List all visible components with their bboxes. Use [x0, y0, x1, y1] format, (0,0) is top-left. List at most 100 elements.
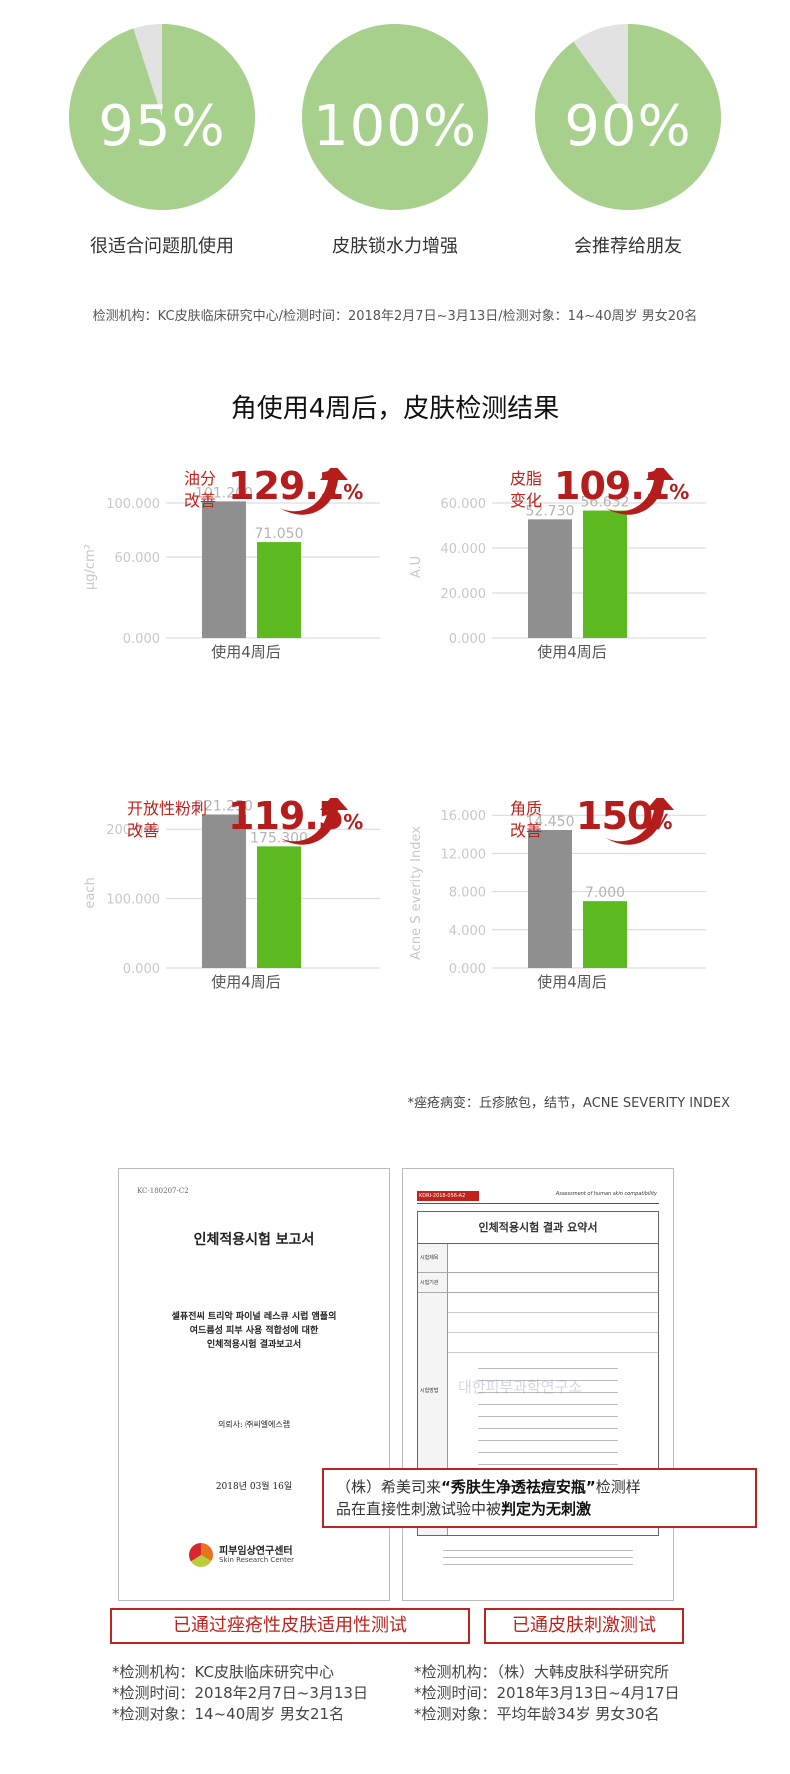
- report2-row-1: [418, 1272, 658, 1273]
- y-tick-label: 100.000: [106, 497, 160, 512]
- report1-subtitle-2: 여드름성 피부 사용 적합성에 대한: [189, 1326, 319, 1336]
- chart-comedone-percent-value: 119.5: [228, 794, 344, 838]
- report2-header-rule: [417, 1203, 659, 1204]
- info-right: *检测机构：（株）大韩皮肤科学研究所 *检测时间：2018年3月13日~4月17…: [414, 1662, 680, 1725]
- report-document-1: KC-180207-C2 인체적용시험 보고서 셀퓨전씨 트리악 파이널 레스큐…: [118, 1168, 390, 1601]
- bar-value-label: 56.632: [581, 495, 630, 511]
- y-tick-label: 60.000: [441, 497, 487, 512]
- report2-row-5: [448, 1352, 658, 1353]
- pie-slice: [68, 24, 255, 211]
- result-note-line2: 品在直接性刺激试验中被判定为无刺激: [336, 1498, 743, 1520]
- result-note-product: “秀肤生净透祛痘安瓶”: [441, 1478, 596, 1496]
- y-tick-label: 100.000: [106, 893, 160, 908]
- trend-arrow-icon: [606, 468, 674, 515]
- report1-date: 2018년 03월 16일: [215, 1482, 293, 1492]
- report2-row-3: [448, 1312, 658, 1313]
- pie-chart-1: [68, 24, 255, 211]
- tag-irritation-test: 已通皮肤刺激测试: [484, 1608, 684, 1644]
- report2-header-right: Assessment of human skin compatibility: [555, 1191, 657, 1197]
- chart-keratin-percent: 150%: [576, 794, 672, 838]
- info-right-line1: *检测机构：（株）大韩皮肤科学研究所: [414, 1663, 670, 1681]
- report1-code: KC-180207-C2: [137, 1187, 189, 1195]
- y-axis-label: Acne S everity Index: [409, 826, 424, 960]
- result-note-verdict: 判定为无刺激: [501, 1500, 592, 1518]
- pie-block-2: 100% 皮肤锁水力增强: [290, 22, 500, 258]
- trend-arrow-icon: [280, 798, 348, 845]
- chart-keratin-svg: 16.000 12.000 8.000 4.000 0.000 Acne S everit…: [409, 798, 706, 991]
- trend-arrow-icon: [606, 798, 674, 845]
- pie-slice: [535, 24, 721, 210]
- y-tick-label: 4.000: [449, 924, 486, 939]
- pie-block-1: 95% 很适合问题肌使用: [57, 22, 267, 258]
- y-tick-label: 200.000: [106, 823, 160, 838]
- chart-sebum-label-line1: 皮脂: [510, 469, 543, 488]
- bar-value-label: 101.200: [195, 485, 253, 501]
- y-tick-label: 0.000: [123, 632, 160, 647]
- x-axis-label: 使用4周后: [537, 973, 607, 991]
- trend-arrow-icon: [280, 468, 348, 515]
- pie-chart-3: [535, 24, 721, 210]
- info-left-line2: *检测时间：2018年2月7日~3月13日: [112, 1684, 368, 1702]
- pie-caption-2: 皮肤锁水力增强: [332, 236, 458, 257]
- bar-after: [257, 542, 301, 638]
- x-axis-label: 使用4周后: [211, 973, 281, 991]
- bar-value-label: 7.000: [585, 885, 625, 901]
- chart-oil-svg: 100.000 60.000 0.000 μg/cm² 101.200 71.050 使用4…: [83, 468, 380, 661]
- section-title: 角使用4周后，皮肤检测结果: [230, 394, 560, 424]
- chart-sebum-percent-unit: %: [669, 480, 689, 504]
- report1-client: 의뢰사: ㈜씨엘에스랩: [217, 1420, 291, 1429]
- chart-sebum-percent-value: 109.1: [554, 464, 670, 508]
- result-note-company: （株）希美司来: [336, 1478, 442, 1496]
- chart-sebum: 皮脂 变化 109.1% 60.000 40.000 20.000 0.000 A.U 5…: [408, 464, 708, 758]
- pie-block-3: 90% 会推荐给朋友: [523, 22, 733, 258]
- bar-value-label: 221.250: [195, 798, 253, 814]
- report2-row-2: [418, 1292, 658, 1293]
- chart-oil-percent-value: 129.1: [228, 464, 344, 508]
- chart-comedone-label-line2: 改善: [127, 821, 160, 840]
- chart-footnote: *痤疮病变：丘疹脓包，结节，ACNE SEVERITY INDEX: [407, 1096, 730, 1111]
- report2-text-lines: [478, 1362, 618, 1482]
- y-tick-label: 8.000: [449, 886, 486, 901]
- pie-slice: [302, 24, 488, 210]
- pie-source-text: 检测机构：KC皮肤临床研究中心/检测时间：2018年2月7日~3月13日/检测对…: [92, 309, 698, 324]
- chart-comedone-label-line1: 开放性粉刺: [127, 799, 208, 818]
- info-left: *检测机构：KC皮肤临床研究中心 *检测时间：2018年2月7日~3月13日 *…: [112, 1662, 368, 1725]
- y-axis-label: A.U: [409, 556, 424, 578]
- report2-row-label-1: 시험제목: [420, 1255, 439, 1261]
- pie-chart-2: [302, 24, 488, 210]
- report1-title: 인체적용시험 보고서: [193, 1232, 315, 1248]
- y-tick-label: 16.000: [441, 809, 487, 824]
- chart-keratin-percent-unit: %: [652, 810, 672, 834]
- chart-keratin-percent-value: 150: [576, 794, 653, 838]
- report2-row-label-2: 시험기관: [420, 1280, 439, 1286]
- report2-code-bar: [417, 1191, 479, 1201]
- chart-keratin-label-line2: 改善: [510, 821, 543, 840]
- result-note-box: （株）希美司来“秀肤生净透祛痘安瓶”检测样 品在直接性刺激试验中被判定为无刺激: [322, 1468, 757, 1528]
- chart-oil-label-line1: 油分: [184, 469, 217, 488]
- report1-logo-main: 피부임상연구센터: [219, 1546, 293, 1557]
- report2-footer-lines: [443, 1547, 633, 1567]
- chart-oil: 油分 改善 129.1% 100.000 60.000 0.000 μg/cm² 101…: [82, 464, 382, 758]
- chart-sebum-percent: 109.1%: [554, 464, 689, 508]
- chart-comedone-percent-unit: %: [343, 810, 363, 834]
- y-tick-label: 40.000: [441, 542, 487, 557]
- tag-acne-test: 已通过痤疮性皮肤适用性测试: [110, 1608, 470, 1644]
- info-left-line1: *检测机构：KC皮肤临床研究中心: [112, 1663, 334, 1681]
- trend-arrow-shape: [606, 798, 674, 845]
- x-axis-label: 使用4周后: [211, 643, 281, 661]
- pie-percent-1: 95%: [98, 94, 226, 159]
- bar-before: [528, 829, 572, 968]
- pie-percent-3: 90%: [564, 94, 692, 159]
- result-note-line1: （株）希美司来“秀肤生净透祛痘安瓶”检测样: [336, 1476, 743, 1498]
- bar-before: [528, 519, 572, 638]
- pie-percent-2: 100%: [312, 94, 478, 159]
- info-right-line3: *检测对象：平均年龄34岁 男女30名: [414, 1705, 660, 1723]
- chart-keratin: 角质 改善 150% 16.000 12.000 8.000 4.000 0.000 Ac…: [408, 794, 708, 1088]
- report1-subtitle-1: 셀퓨전씨 트리악 파이널 레스큐 시럽 앰플의: [171, 1312, 337, 1322]
- chart-keratin-label: 角质 改善: [510, 798, 542, 842]
- bar-after: [257, 846, 301, 968]
- report2-watermark: 대한피부과학연구소: [458, 1378, 583, 1396]
- bar-before: [202, 814, 246, 968]
- y-tick-label: 60.000: [115, 551, 161, 566]
- chart-keratin-label-line1: 角质: [510, 799, 543, 818]
